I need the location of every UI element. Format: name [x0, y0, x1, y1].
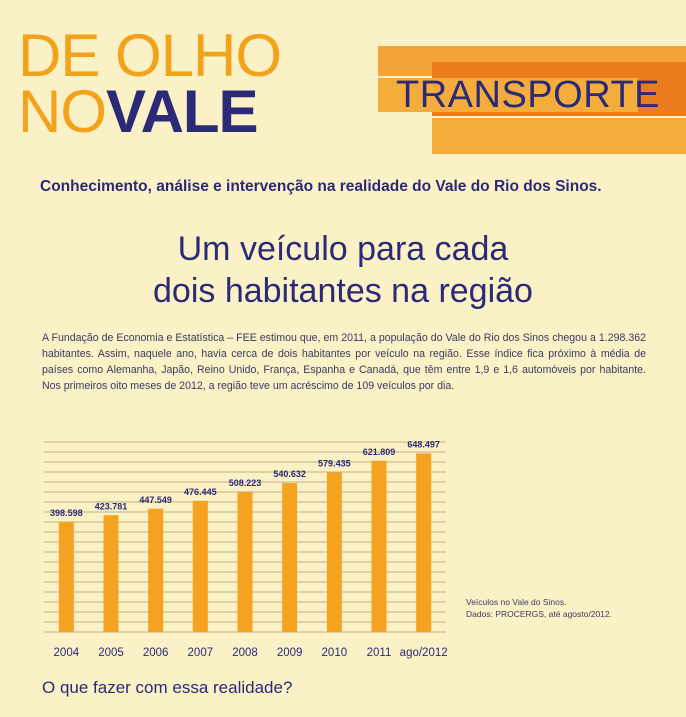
bar [326, 472, 342, 632]
brand-word-vale: VALE [106, 78, 259, 145]
data-label: 540.632 [273, 469, 306, 479]
article-body: A Fundação de Economia e Estatística – F… [42, 332, 646, 392]
tick-label: 2011 [367, 647, 392, 659]
tick-label: 2010 [322, 647, 348, 659]
decorative-band [432, 118, 686, 154]
tick-label: 2007 [188, 647, 214, 659]
tick-label: 2004 [54, 647, 80, 659]
bar [282, 483, 298, 632]
data-label: 621.809 [363, 447, 396, 457]
tick-label: 2006 [143, 647, 169, 659]
tick-label: 2005 [98, 647, 124, 659]
tick-label: 2009 [277, 647, 303, 659]
bar [58, 522, 74, 632]
section-title: TRANSPORTE [396, 74, 661, 116]
brand-line-2: NOVALE [18, 82, 281, 142]
data-label: 648.497 [407, 439, 440, 449]
decorative-band [378, 78, 638, 112]
headline-line-2: dois habitantes na região [153, 272, 533, 310]
bar [192, 500, 208, 632]
data-label: 423.781 [95, 501, 128, 511]
bar [371, 460, 387, 632]
bar [148, 508, 164, 632]
chart-note-line-1: Veículos no Vale do Sinos. [466, 597, 567, 607]
tagline: Conhecimento, análise e intervenção na r… [40, 178, 602, 195]
data-label: 476.445 [184, 487, 217, 497]
data-label: 447.549 [139, 495, 172, 505]
bar [416, 453, 432, 632]
data-label: 508.223 [229, 478, 262, 488]
bar [237, 492, 253, 632]
vehicles-bar-chart: 398.598 2004 423.781 2005 447.549 2006 476.445… [44, 439, 448, 659]
closing-question: O que fazer com essa realidade? [42, 678, 293, 697]
data-label: 398.598 [50, 508, 83, 518]
brand-word-no: NO [18, 78, 107, 145]
data-label: 579.435 [318, 458, 351, 468]
brand-line-1: DE OLHO [18, 22, 282, 89]
headline: Um veículo para cada dois habitantes na … [0, 228, 686, 312]
bar [103, 515, 119, 632]
brand-logo: DE OLHO NOVALE [18, 22, 282, 142]
chart-note-line-2: Dados: PROCERGS, até agosto/2012. [466, 609, 612, 619]
headline-line-1: Um veículo para cada [177, 230, 509, 268]
chart-note: Veículos no Vale do Sinos. Dados: PROCER… [466, 596, 612, 620]
tick-label: 2008 [232, 647, 258, 659]
tick-label: ago/2012 [400, 647, 448, 659]
